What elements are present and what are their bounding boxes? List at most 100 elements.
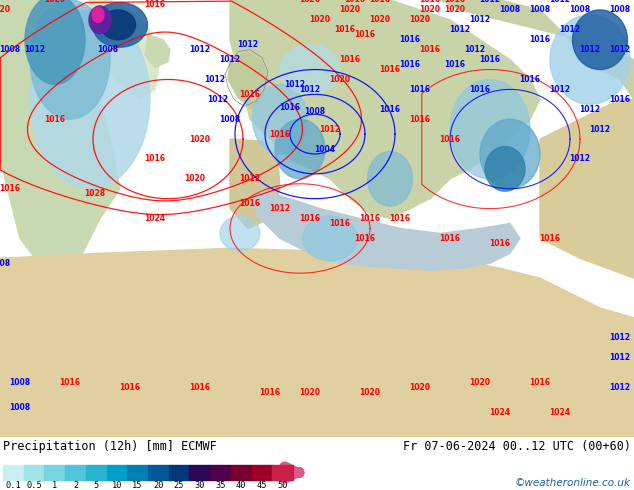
Text: 1008: 1008	[10, 403, 30, 412]
Text: 1016: 1016	[344, 0, 365, 4]
Text: 1016: 1016	[609, 95, 630, 104]
Ellipse shape	[30, 10, 150, 189]
Text: 1016: 1016	[240, 199, 261, 208]
Text: 1028: 1028	[84, 189, 106, 198]
Text: 10: 10	[112, 481, 122, 490]
Text: 1016: 1016	[540, 234, 560, 243]
Ellipse shape	[550, 15, 630, 104]
Text: 1012: 1012	[470, 15, 491, 24]
Text: 45: 45	[257, 481, 267, 490]
Text: 1012: 1012	[550, 0, 571, 4]
Text: 1016: 1016	[145, 154, 165, 164]
Polygon shape	[278, 0, 345, 72]
Text: 1024: 1024	[145, 214, 165, 223]
Text: 1012: 1012	[219, 55, 240, 64]
Polygon shape	[540, 99, 634, 278]
Text: 1016: 1016	[269, 129, 290, 139]
Text: 1008: 1008	[304, 107, 326, 116]
Text: 1016: 1016	[420, 45, 441, 54]
Polygon shape	[145, 35, 170, 68]
Text: 1008: 1008	[500, 5, 521, 14]
Text: 1016: 1016	[44, 115, 65, 123]
Bar	[148, 465, 169, 480]
Text: 40: 40	[236, 481, 247, 490]
Polygon shape	[228, 51, 268, 109]
Text: 1012: 1012	[579, 105, 600, 114]
Text: 1020: 1020	[370, 15, 391, 24]
Text: 1016: 1016	[299, 214, 321, 223]
Text: 1016: 1016	[339, 55, 361, 64]
Ellipse shape	[573, 10, 628, 70]
Text: 1020: 1020	[299, 388, 321, 397]
Ellipse shape	[101, 10, 136, 40]
Text: 1004: 1004	[314, 145, 335, 153]
Text: 1020: 1020	[309, 15, 330, 24]
Polygon shape	[230, 139, 280, 228]
Text: 30: 30	[195, 481, 205, 490]
Text: 20: 20	[153, 481, 164, 490]
Bar	[252, 465, 272, 480]
Text: 1012: 1012	[299, 85, 321, 94]
Text: 1016: 1016	[399, 35, 420, 44]
Bar	[190, 465, 210, 480]
Text: 1020: 1020	[190, 135, 210, 144]
Text: 1008: 1008	[569, 5, 590, 14]
Bar	[231, 465, 252, 480]
Text: 1020: 1020	[0, 5, 11, 14]
Text: 1016: 1016	[439, 135, 460, 144]
Bar	[210, 465, 231, 480]
Text: 1016: 1016	[410, 85, 430, 94]
Ellipse shape	[252, 84, 307, 154]
Ellipse shape	[368, 151, 413, 206]
Bar	[169, 465, 190, 480]
Text: 1024: 1024	[550, 408, 571, 417]
Text: 1012: 1012	[190, 45, 210, 54]
Text: 1008: 1008	[0, 259, 11, 268]
Text: 1012: 1012	[240, 174, 261, 183]
Text: Precipitation (12h) [mm] ECMWF: Precipitation (12h) [mm] ECMWF	[3, 440, 217, 453]
Text: 1016: 1016	[380, 65, 401, 74]
Text: 1020: 1020	[184, 174, 205, 183]
Text: 1012: 1012	[465, 45, 486, 54]
Bar	[65, 465, 86, 480]
Text: ©weatheronline.co.uk: ©weatheronline.co.uk	[515, 478, 631, 488]
Ellipse shape	[280, 45, 340, 95]
Text: 1016: 1016	[335, 25, 356, 34]
Text: 1012: 1012	[450, 25, 470, 34]
Text: 1016: 1016	[389, 214, 410, 223]
Ellipse shape	[275, 119, 325, 179]
Text: 1008: 1008	[219, 115, 240, 123]
Text: 1020: 1020	[44, 0, 65, 4]
Text: 1016: 1016	[240, 90, 261, 99]
Text: 1012: 1012	[559, 25, 581, 34]
Text: 1020: 1020	[339, 5, 361, 14]
Text: 1016: 1016	[529, 35, 550, 44]
Ellipse shape	[92, 7, 104, 23]
Text: 1012: 1012	[320, 124, 340, 134]
Text: 1016: 1016	[529, 378, 550, 387]
Text: 1012: 1012	[269, 204, 290, 213]
Text: 1: 1	[52, 481, 58, 490]
Text: 1016: 1016	[280, 103, 301, 112]
Bar	[272, 465, 293, 480]
Ellipse shape	[220, 216, 260, 251]
Ellipse shape	[93, 2, 148, 47]
Text: 1016: 1016	[0, 184, 20, 193]
Text: 1008: 1008	[529, 5, 550, 14]
Ellipse shape	[25, 0, 85, 84]
Text: 1008: 1008	[10, 378, 30, 387]
Text: 1008: 1008	[609, 5, 631, 14]
Text: 5: 5	[94, 481, 99, 490]
Text: 1016: 1016	[519, 75, 541, 84]
Polygon shape	[440, 0, 634, 99]
Text: 1016: 1016	[470, 85, 491, 94]
Text: 1016: 1016	[444, 60, 465, 69]
Bar	[86, 465, 107, 480]
Text: 1012: 1012	[207, 95, 228, 104]
Text: 1020: 1020	[410, 383, 430, 392]
Text: 1020: 1020	[420, 5, 441, 14]
Text: 1020: 1020	[470, 378, 491, 387]
Ellipse shape	[480, 119, 540, 189]
Polygon shape	[250, 191, 520, 270]
Text: 0.5: 0.5	[26, 481, 42, 490]
